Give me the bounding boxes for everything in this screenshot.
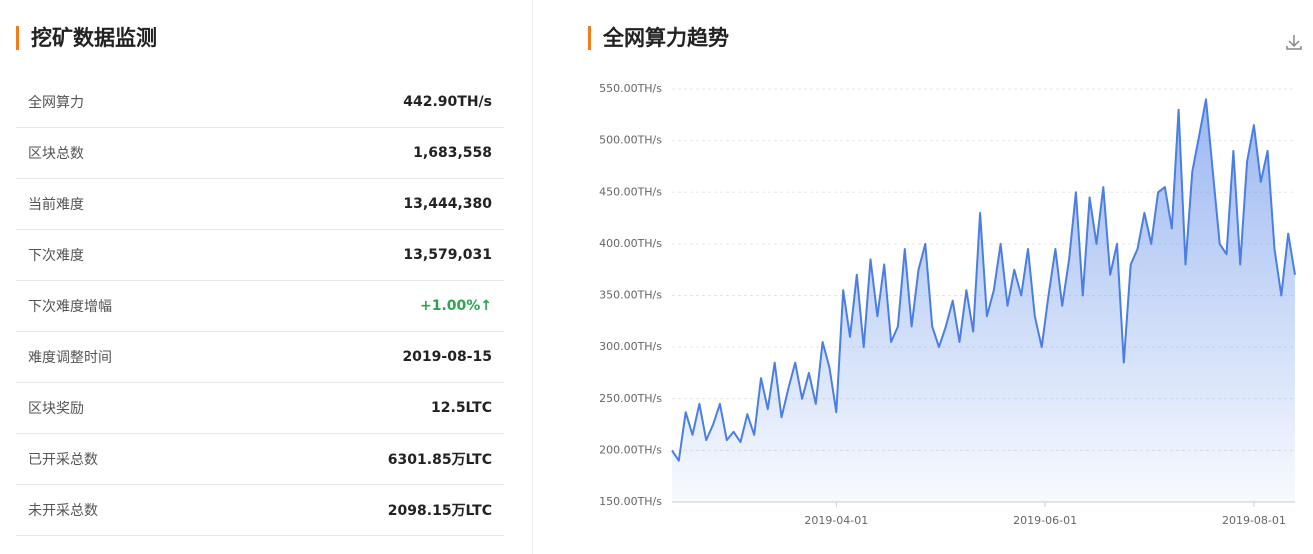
stat-value: 2019-08-15: [402, 349, 492, 365]
stat-value: 2098.15万LTC: [387, 503, 492, 519]
stat-label: 全网算力: [28, 95, 84, 111]
panel-title: 挖矿数据监测: [16, 26, 157, 50]
stat-row: 难度调整时间 2019-08-15: [16, 332, 504, 383]
y-tick-label: 350.00TH/s: [599, 289, 662, 302]
stat-value: 1,683,558: [413, 145, 492, 161]
divider: [532, 0, 533, 554]
y-tick-label: 250.00TH/s: [599, 392, 662, 405]
stat-label: 区块总数: [28, 146, 84, 162]
y-tick-label: 150.00TH/s: [599, 495, 662, 508]
stat-value: 12.5LTC: [431, 400, 492, 416]
chart-title: 全网算力趋势: [588, 26, 729, 50]
stat-label: 区块奖励: [28, 401, 84, 417]
y-tick-label: 300.00TH/s: [599, 340, 662, 353]
stat-value: 13,579,031: [403, 247, 492, 263]
y-tick-label: 400.00TH/s: [599, 237, 662, 250]
stat-label: 已开采总数: [28, 452, 98, 468]
x-tick-label: 2019-06-01: [1013, 514, 1077, 527]
chart: 150.00TH/s 200.00TH/s 250.00TH/s 300.00TH/s…: [599, 82, 1296, 527]
stat-label: 当前难度: [28, 197, 84, 213]
x-tick-label: 2019-08-01: [1222, 514, 1286, 527]
stat-label: 下次难度: [28, 248, 84, 264]
stat-value: 442.90TH/s: [403, 94, 492, 110]
download-button[interactable]: [1284, 32, 1304, 52]
stat-row: 当前难度 13,444,380: [16, 179, 504, 230]
stat-value: 6301.85万LTC: [387, 452, 492, 468]
x-tick-label: 2019-04-01: [804, 514, 868, 527]
y-tick-label: 450.00TH/s: [599, 185, 662, 198]
y-tick-label: 200.00TH/s: [599, 443, 662, 456]
y-tick-label: 550.00TH/s: [599, 82, 662, 95]
area-line: [671, 98, 1296, 462]
stat-row: 下次难度增幅 +1.00%↑: [16, 281, 504, 332]
stat-label: 难度调整时间: [28, 350, 112, 366]
stat-label: 未开采总数: [28, 503, 98, 519]
stat-row: 区块总数 1,683,558: [16, 128, 504, 179]
stat-row: 全网算力 442.90TH/s: [16, 77, 504, 128]
stat-label: 下次难度增幅: [28, 299, 112, 315]
mining-panel: 挖矿数据监测 全网算力 442.90TH/s 区块总数 1,683,558 当前难度 13…: [0, 0, 510, 554]
y-tick-label: 500.00TH/s: [599, 134, 662, 147]
stat-value: 13,444,380: [403, 196, 492, 212]
stat-row: 未开采总数 2098.15万LTC: [16, 485, 504, 536]
stat-row: 区块奖励 12.5LTC: [16, 383, 504, 434]
stat-row: 下次难度 13,579,031: [16, 230, 504, 281]
area-fill: [672, 99, 1295, 503]
stat-value: +1.00%↑: [419, 298, 492, 314]
stat-row: 已开采总数 6301.85万LTC: [16, 434, 504, 485]
